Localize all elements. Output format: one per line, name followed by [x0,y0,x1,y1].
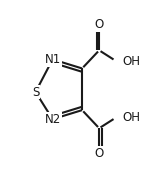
Text: OH: OH [122,55,140,68]
Text: O: O [94,147,104,160]
Text: N2: N2 [45,113,61,126]
Text: O: O [94,18,104,31]
Text: OH: OH [122,111,140,124]
Text: S: S [32,86,39,98]
Text: N1: N1 [45,53,61,66]
